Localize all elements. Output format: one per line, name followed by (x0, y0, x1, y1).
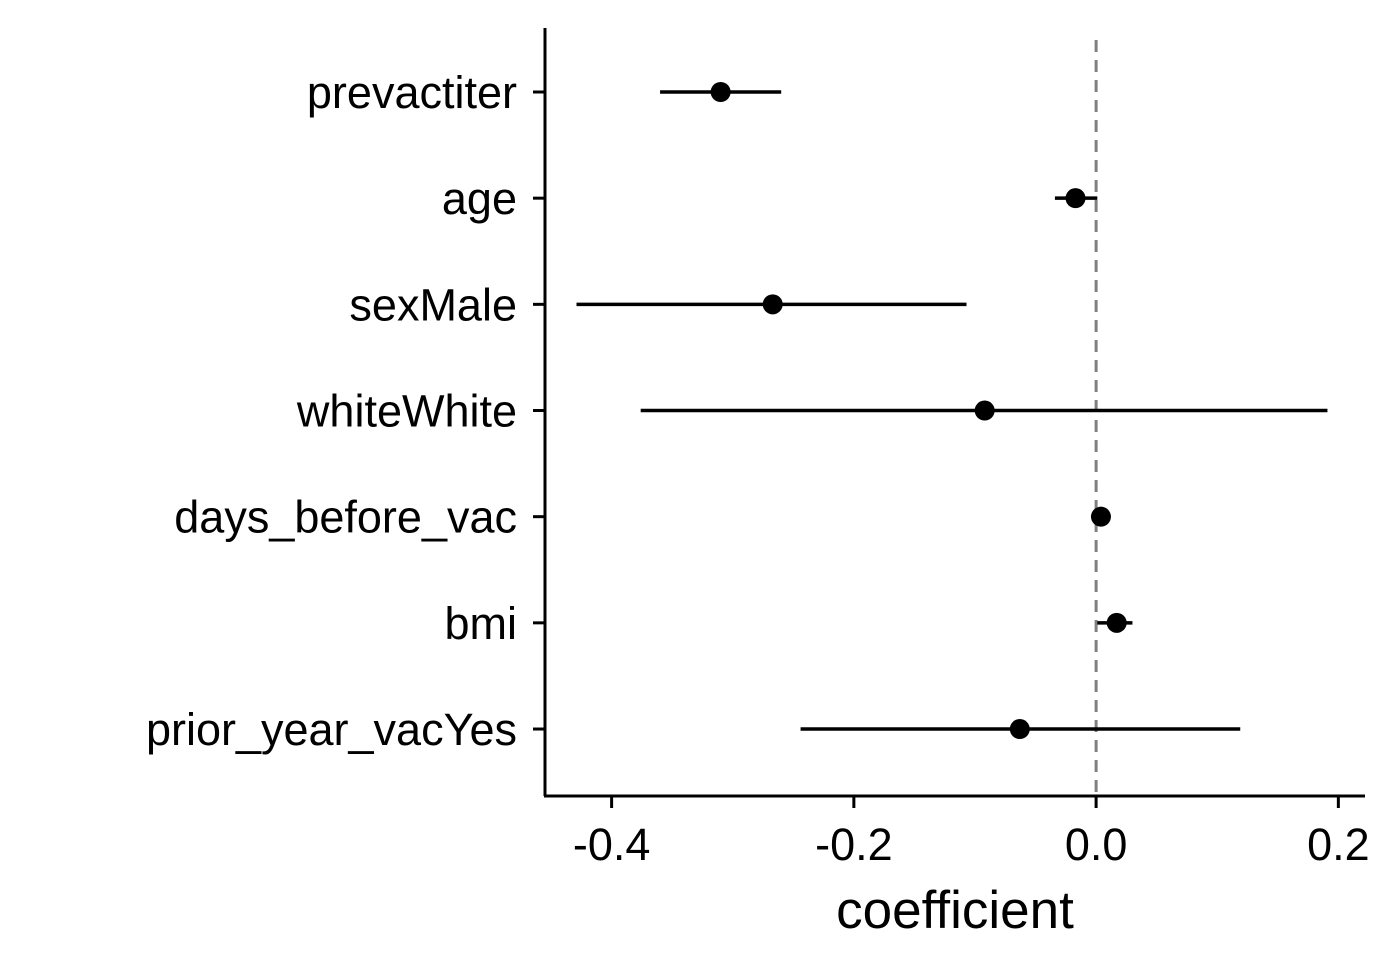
y-tick-label: prevactiter (307, 67, 517, 118)
x-tick-labels: -0.4 -0.2 0.0 0.2 (573, 796, 1370, 870)
point-estimate (1090, 506, 1111, 527)
point-estimate (1065, 188, 1086, 209)
x-axis-title: coefficient (836, 881, 1074, 940)
point-estimate (1009, 719, 1030, 740)
point-estimate (1106, 612, 1127, 633)
y-tick-label: whiteWhite (296, 386, 517, 437)
y-tick-label: sexMale (349, 279, 517, 330)
x-tick-label: -0.2 (815, 819, 893, 870)
y-tick-label: bmi (444, 598, 517, 649)
y-tick-labels: prevactiter age sexMale whiteWhite days_befo… (146, 67, 545, 755)
point-estimate (974, 400, 995, 421)
y-tick-label: prior_year_vacYes (146, 704, 517, 755)
x-tick-label: 0.2 (1307, 819, 1370, 870)
point-estimate (762, 294, 783, 315)
y-tick-label: age (442, 173, 517, 224)
x-tick-label: -0.4 (573, 819, 651, 870)
point-estimate (710, 82, 731, 102)
y-tick-label: days_before_vac (174, 492, 517, 543)
x-tick-label: 0.0 (1065, 819, 1128, 870)
confidence-interval-layer (576, 90, 1328, 731)
point-estimate-layer (710, 82, 1127, 740)
